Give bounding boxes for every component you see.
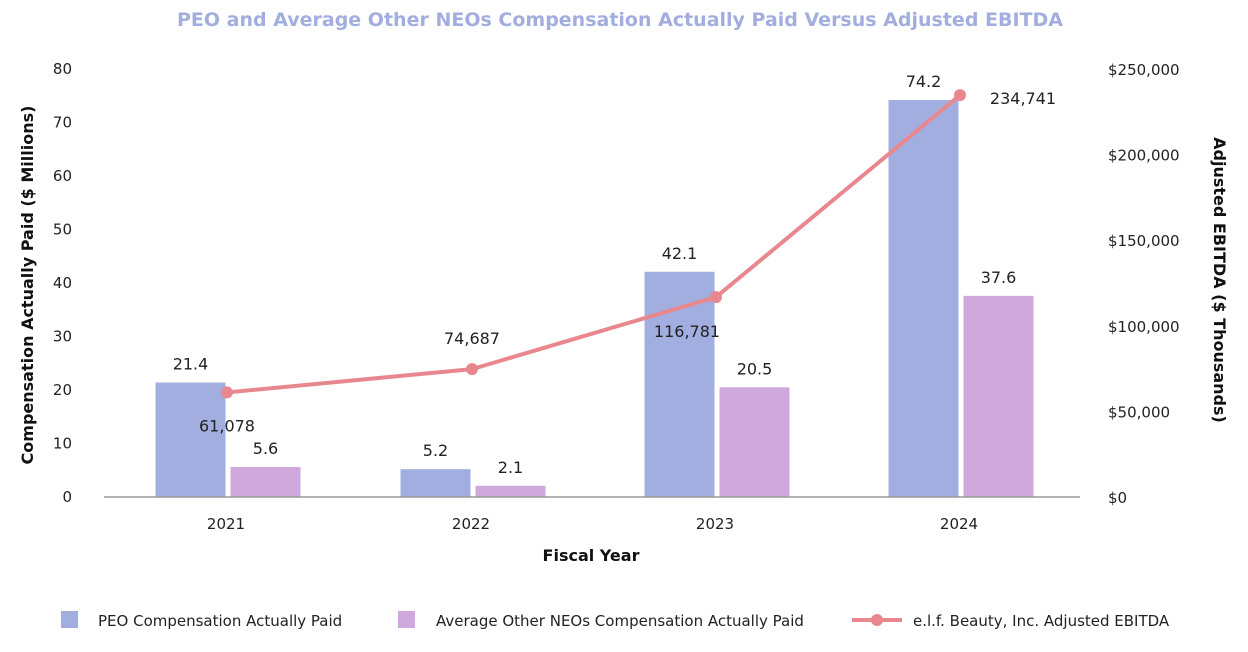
y2-tick-label: $250,000 bbox=[1108, 61, 1180, 79]
y-tick-label: 20 bbox=[53, 381, 72, 399]
legend-label-ebitda: e.l.f. Beauty, Inc. Adjusted EBITDA bbox=[913, 612, 1170, 630]
y-tick-label: 60 bbox=[53, 167, 72, 185]
left-axis-ticks: 0 10 20 30 40 50 60 70 80 bbox=[53, 60, 72, 506]
data-label-ebitda: 61,078 bbox=[199, 416, 255, 435]
data-label-peo: 74.2 bbox=[906, 72, 942, 91]
line-series bbox=[221, 89, 966, 399]
bar-peo bbox=[400, 469, 471, 497]
data-label-neo: 2.1 bbox=[498, 458, 523, 477]
data-label-neo: 5.6 bbox=[253, 439, 278, 458]
data-label-peo: 21.4 bbox=[173, 355, 209, 374]
y2-tick-label: $0 bbox=[1108, 489, 1127, 507]
x-tick-label: 2023 bbox=[696, 515, 734, 533]
bar-series bbox=[155, 100, 1034, 497]
y-tick-label: 0 bbox=[62, 488, 72, 506]
bar-neo bbox=[475, 485, 546, 497]
y2-tick-label: $150,000 bbox=[1108, 232, 1180, 250]
y2-axis-title: Adjusted EBITDA ($ Thousands) bbox=[1210, 137, 1229, 423]
bar-neo bbox=[963, 295, 1034, 497]
ebitda-line bbox=[226, 93, 962, 395]
ebitda-point bbox=[466, 363, 478, 376]
data-label-neo: 37.6 bbox=[981, 268, 1017, 287]
ebitda-point bbox=[221, 386, 233, 399]
y-tick-label: 30 bbox=[53, 328, 72, 346]
legend: PEO Compensation Actually Paid Average O… bbox=[61, 611, 1170, 630]
chart-title: PEO and Average Other NEOs Compensation … bbox=[177, 9, 1063, 31]
bar-peo bbox=[888, 100, 959, 497]
bar-neo bbox=[719, 387, 790, 497]
right-axis-ticks: $0 $50,000 $100,000 $150,000 $200,000 $250,00… bbox=[1108, 61, 1180, 507]
legend-swatch-neo bbox=[398, 611, 415, 628]
legend-label-peo: PEO Compensation Actually Paid bbox=[98, 612, 342, 630]
bar-peo bbox=[155, 382, 226, 497]
y-tick-label: 80 bbox=[53, 60, 72, 78]
bar-neo bbox=[230, 467, 301, 497]
x-axis-ticks: 2021 2022 2023 2024 bbox=[207, 515, 978, 533]
data-label-peo: 5.2 bbox=[423, 441, 448, 460]
y-tick-label: 70 bbox=[53, 114, 72, 132]
x-axis-title: Fiscal Year bbox=[543, 546, 640, 565]
data-label-peo: 42.1 bbox=[662, 244, 698, 263]
data-labels: 21.4 5.2 42.1 74.2 5.6 2.1 20.5 37.6 61,078 74,68… bbox=[173, 72, 1056, 477]
legend-label-neo: Average Other NEOs Compensation Actually… bbox=[436, 612, 804, 630]
legend-marker-ebitda bbox=[871, 614, 883, 626]
data-label-ebitda: 234,741 bbox=[990, 89, 1056, 108]
x-tick-label: 2021 bbox=[207, 515, 245, 533]
x-tick-label: 2024 bbox=[940, 515, 978, 533]
legend-swatch-peo bbox=[61, 611, 78, 628]
y2-tick-label: $50,000 bbox=[1108, 403, 1170, 421]
ebitda-point bbox=[710, 291, 722, 304]
y2-tick-label: $200,000 bbox=[1108, 147, 1180, 165]
y-tick-label: 40 bbox=[53, 274, 72, 292]
data-label-ebitda: 74,687 bbox=[444, 329, 500, 348]
data-label-neo: 20.5 bbox=[737, 359, 773, 378]
y-axis-title: Compensation Actually Paid ($ Millions) bbox=[18, 106, 37, 465]
y-tick-label: 50 bbox=[53, 221, 72, 239]
y-tick-label: 10 bbox=[53, 435, 72, 453]
y2-tick-label: $100,000 bbox=[1108, 318, 1180, 336]
bar-peo bbox=[644, 271, 715, 497]
x-tick-label: 2022 bbox=[452, 515, 490, 533]
ebitda-point bbox=[954, 89, 966, 102]
data-label-ebitda: 116,781 bbox=[654, 322, 720, 341]
